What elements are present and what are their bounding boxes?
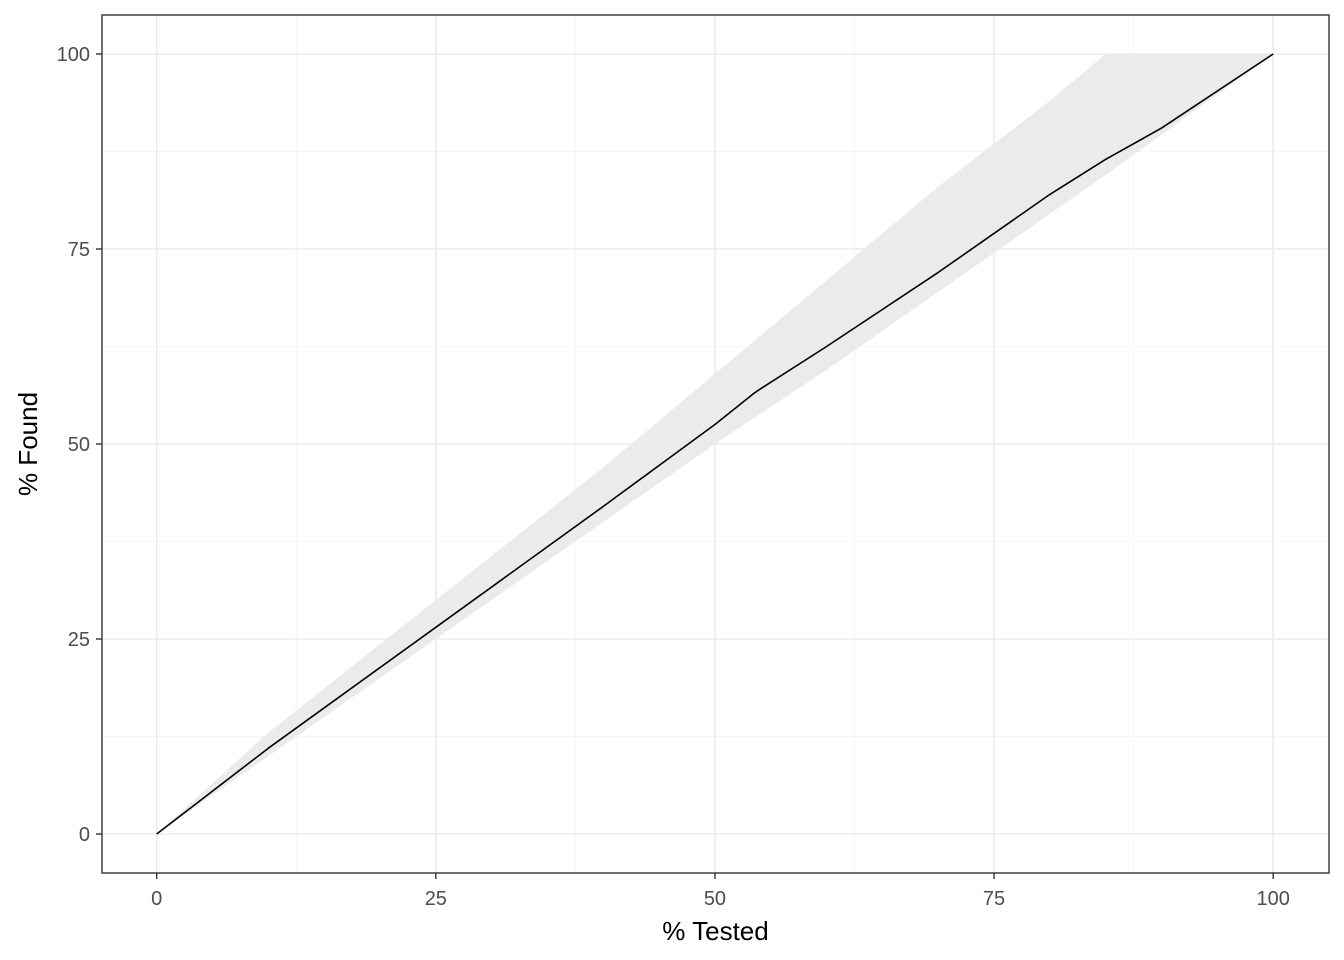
y-tick-label: 25: [68, 629, 90, 651]
x-tick-label: 25: [425, 888, 447, 910]
confidence-ribbons: [156, 54, 1274, 834]
x-axis-ticks: 0 25 50 75 100: [151, 873, 1290, 910]
x-tick-label: 75: [983, 888, 1005, 910]
confidence-ribbon: [156, 54, 1274, 834]
data-lines: [156, 53, 1274, 835]
y-tick-label: 100: [57, 44, 90, 66]
y-axis-ticks: 0 25 50 75 100: [57, 44, 102, 846]
x-tick-label: 0: [151, 888, 162, 910]
y-tick-label: 0: [79, 824, 90, 846]
cumulative-line: [156, 53, 1274, 835]
y-tick-label: 50: [68, 434, 90, 456]
x-axis-title: % Tested: [662, 916, 768, 946]
y-tick-label: 75: [68, 239, 90, 261]
y-axis-title: % Found: [13, 392, 43, 496]
x-tick-label: 100: [1256, 888, 1289, 910]
x-tick-label: 50: [704, 888, 726, 910]
